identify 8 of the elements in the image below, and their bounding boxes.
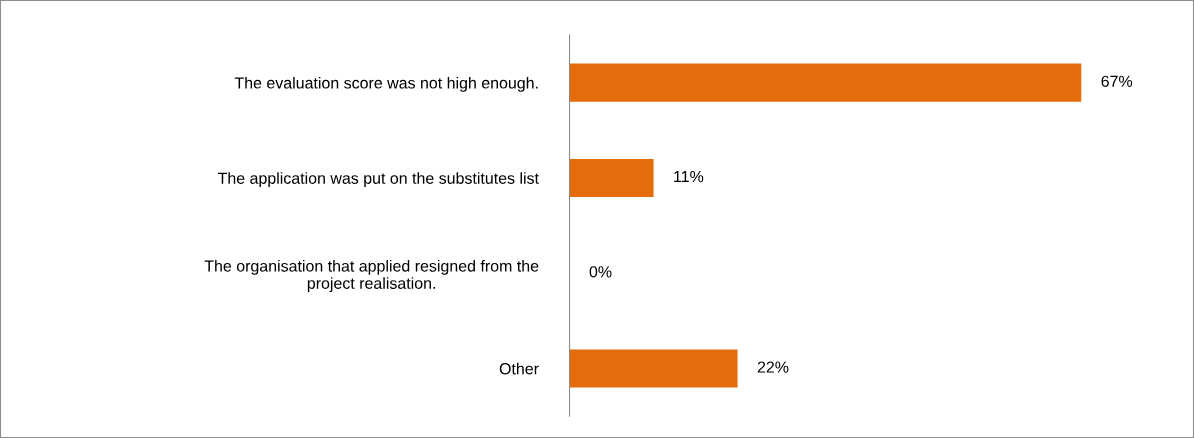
- y-tick-label: The application was put on the substitutes list: [217, 172, 539, 188]
- data-label: 0%: [589, 266, 612, 278]
- y-tick-label: The organisation that applied resigned from the project realisation.: [204, 259, 539, 293]
- y-tick-label: The evaluation score was not high enough.: [234, 76, 538, 92]
- data-label: 22%: [757, 361, 789, 373]
- data-label: 11%: [674, 170, 704, 183]
- y-tick-label: Other: [499, 362, 539, 375]
- data-label: 67%: [1101, 75, 1133, 87]
